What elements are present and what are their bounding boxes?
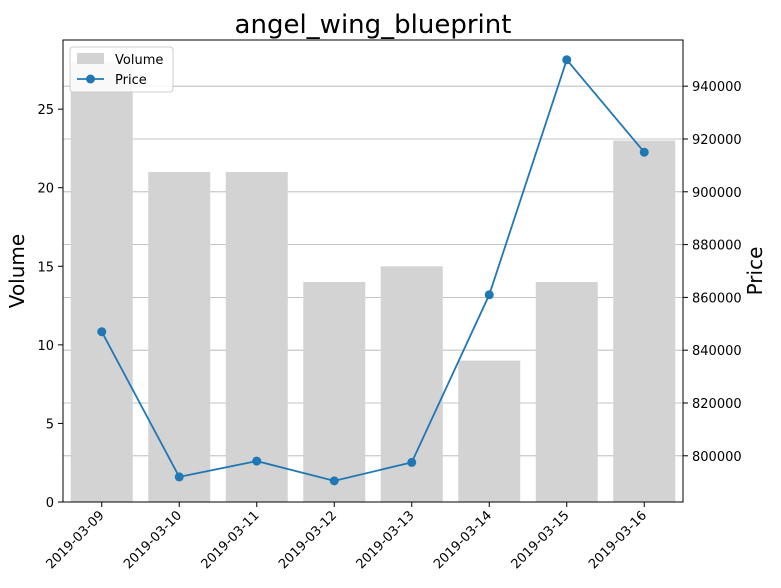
legend: Volume Price [69,46,174,93]
left-tick-label: 0 [46,496,54,511]
chart-title: angel_wing_blueprint [235,10,512,40]
legend-price-label: Price [115,73,147,88]
volume-bar [225,172,288,502]
right-tick-label: 820000 [692,397,742,412]
price-line [97,55,649,486]
right-axis-label: Price [743,247,767,296]
left-axis-label: Volume [5,234,29,308]
left-axis: 0 5 10 15 20 25 [37,103,63,511]
volume-bar [148,172,211,502]
right-axis: 800000 820000 840000 860000 880000 900000 9200… [683,80,742,465]
right-tick-label: 940000 [692,80,742,95]
price-marker [562,55,572,65]
price-marker [97,327,107,337]
volume-bar [303,282,366,502]
price-marker [484,290,494,300]
price-marker [252,456,262,466]
legend-price-marker [86,74,95,84]
volume-bar [458,360,521,502]
right-tick-label: 880000 [692,239,742,254]
right-tick-label: 860000 [692,291,742,306]
plot-frame [62,39,684,503]
left-tick-label: 15 [37,260,54,275]
legend-volume-label: Volume [115,53,163,68]
volume-bars [70,62,676,503]
volume-bar [535,282,598,502]
price-marker [174,472,184,482]
left-tick-label: 25 [37,103,54,118]
volume-bar [70,62,133,502]
right-tick-label: 840000 [692,344,742,359]
right-tick-label: 900000 [692,186,742,201]
volume-bar [613,140,676,503]
left-tick-label: 5 [46,417,54,432]
price-line-path [100,57,645,482]
left-tick-label: 10 [37,339,54,354]
right-tick-label: 800000 [692,450,742,465]
legend-volume-swatch [77,53,104,64]
right-tick-label: 920000 [692,133,742,148]
price-marker [639,147,649,157]
price-marker [329,476,339,486]
left-tick-label: 20 [37,182,54,197]
price-marker [407,457,417,467]
